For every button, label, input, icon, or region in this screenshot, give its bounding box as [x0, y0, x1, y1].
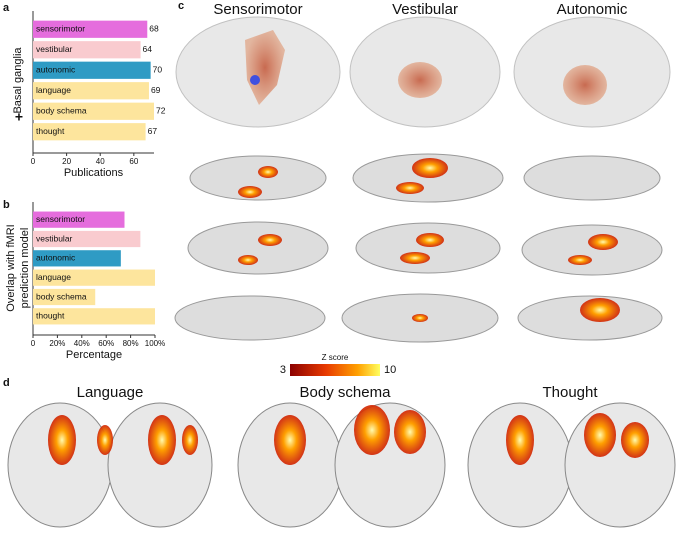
bar-category-label: autonomic	[36, 253, 76, 263]
bar	[33, 61, 151, 79]
panel-heading: Language	[77, 384, 144, 401]
x-tick-label: 80%	[123, 339, 139, 348]
brain-images	[7, 16, 676, 528]
value-label: 69	[151, 85, 161, 95]
x-tick-label: 100%	[145, 339, 165, 348]
x-tick-label: 40	[96, 157, 105, 166]
panel-heading: Autonomic	[557, 1, 628, 18]
bar-category-label: thought	[36, 311, 65, 321]
x-tick-label: 0	[31, 339, 36, 348]
colorbar	[290, 364, 380, 376]
panel-label: b	[3, 199, 10, 211]
bar	[33, 269, 155, 286]
bar-category-label: vestibular	[36, 44, 73, 54]
bar-category-label: vestibular	[36, 233, 73, 243]
panel-label: c	[178, 0, 184, 12]
bar	[33, 288, 96, 306]
x-tick-label: 60%	[98, 339, 114, 348]
y-axis-label: prediction model	[19, 228, 31, 309]
bar-category-label: autonomic	[36, 65, 76, 75]
x-tick-label: 20	[62, 157, 71, 166]
bar-category-label: thought	[36, 126, 65, 136]
colorbar-min: 3	[280, 364, 286, 376]
bar	[33, 102, 154, 120]
value-label: 67	[148, 126, 158, 136]
bar	[33, 41, 141, 59]
panel-heading: Body schema	[300, 384, 392, 401]
panel-heading: Vestibular	[392, 1, 458, 18]
value-label: 64	[143, 44, 153, 54]
bar-category-label: language	[36, 272, 71, 282]
bar-category-label: body schema	[36, 291, 87, 301]
panel-heading: Thought	[542, 384, 598, 401]
value-label: 70	[153, 65, 163, 75]
bar	[33, 123, 146, 141]
x-tick-label: 60	[129, 157, 138, 166]
y-axis-label: Basal ganglia	[12, 47, 24, 114]
bar	[33, 20, 148, 38]
y-axis-label: Overlap with fMRI	[5, 224, 17, 311]
bar-category-label: body schema	[36, 106, 87, 116]
colorbar-title: Z score	[322, 353, 349, 362]
bar-category-label: sensorimotor	[36, 214, 85, 224]
panel-label: a	[3, 2, 10, 14]
bar-category-label: sensorimotor	[36, 24, 85, 34]
bar	[33, 82, 149, 100]
x-tick-label: 40%	[74, 339, 90, 348]
colorbar-max: 10	[384, 364, 396, 376]
x-tick-label: 20%	[49, 339, 65, 348]
x-axis-label: Publications	[64, 167, 124, 179]
x-axis-label: Percentage	[66, 349, 122, 361]
bar	[33, 230, 141, 248]
value-label: 68	[149, 24, 159, 34]
bar	[33, 250, 121, 267]
bar-category-label: language	[36, 85, 71, 95]
panel-label: d	[3, 377, 10, 389]
value-label: 72	[156, 106, 166, 116]
x-tick-label: 0	[31, 157, 36, 166]
bar	[33, 211, 125, 228]
bar	[33, 308, 155, 325]
y-axis-marker: +	[15, 109, 23, 125]
panel-heading: Sensorimotor	[213, 1, 302, 18]
